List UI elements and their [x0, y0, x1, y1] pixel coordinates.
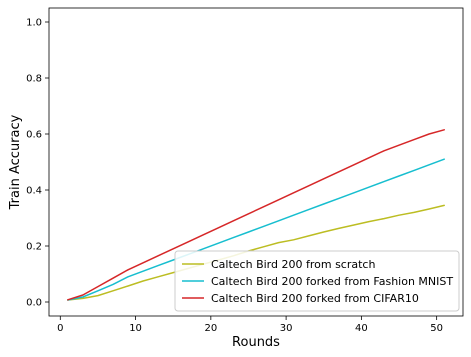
y-tick-label: 1.0 — [26, 18, 42, 29]
y-tick-label: 0.6 — [26, 130, 42, 141]
series-layer — [67, 129, 445, 301]
y-tick-label: 0.0 — [26, 298, 42, 309]
series-line-1 — [67, 204, 445, 301]
x-tick-label: 0 — [57, 323, 63, 334]
legend-label-3: Caltech Bird 200 forked from CIFAR10 — [211, 292, 419, 305]
legend-label-1: Caltech Bird 200 from scratch — [211, 258, 375, 271]
legend-label-2: Caltech Bird 200 forked from Fashion MNI… — [211, 275, 453, 288]
y-tick-label: 0.8 — [26, 74, 42, 85]
plot-frame — [48, 7, 464, 317]
ticks-layer: 0 10 20 30 40 50 0.0 0.2 0.4 0.6 0.8 1.0 — [26, 18, 443, 335]
x-axis-label: Rounds — [232, 335, 280, 350]
y-tick-label: 0.4 — [26, 186, 42, 197]
x-tick-label: 20 — [204, 323, 217, 334]
series-line-3 — [67, 129, 445, 301]
series-line-2 — [67, 158, 445, 301]
y-tick-label: 0.2 — [26, 242, 42, 253]
x-tick-label: 10 — [129, 323, 142, 334]
y-axis-label: Train Accuracy — [8, 114, 23, 210]
legend-frame — [174, 250, 460, 312]
x-tick-label: 50 — [430, 323, 443, 334]
legend: Caltech Bird 200 from scratch Caltech Bir… — [174, 250, 460, 312]
x-tick-label: 30 — [280, 323, 293, 334]
x-tick-label: 40 — [355, 323, 368, 334]
